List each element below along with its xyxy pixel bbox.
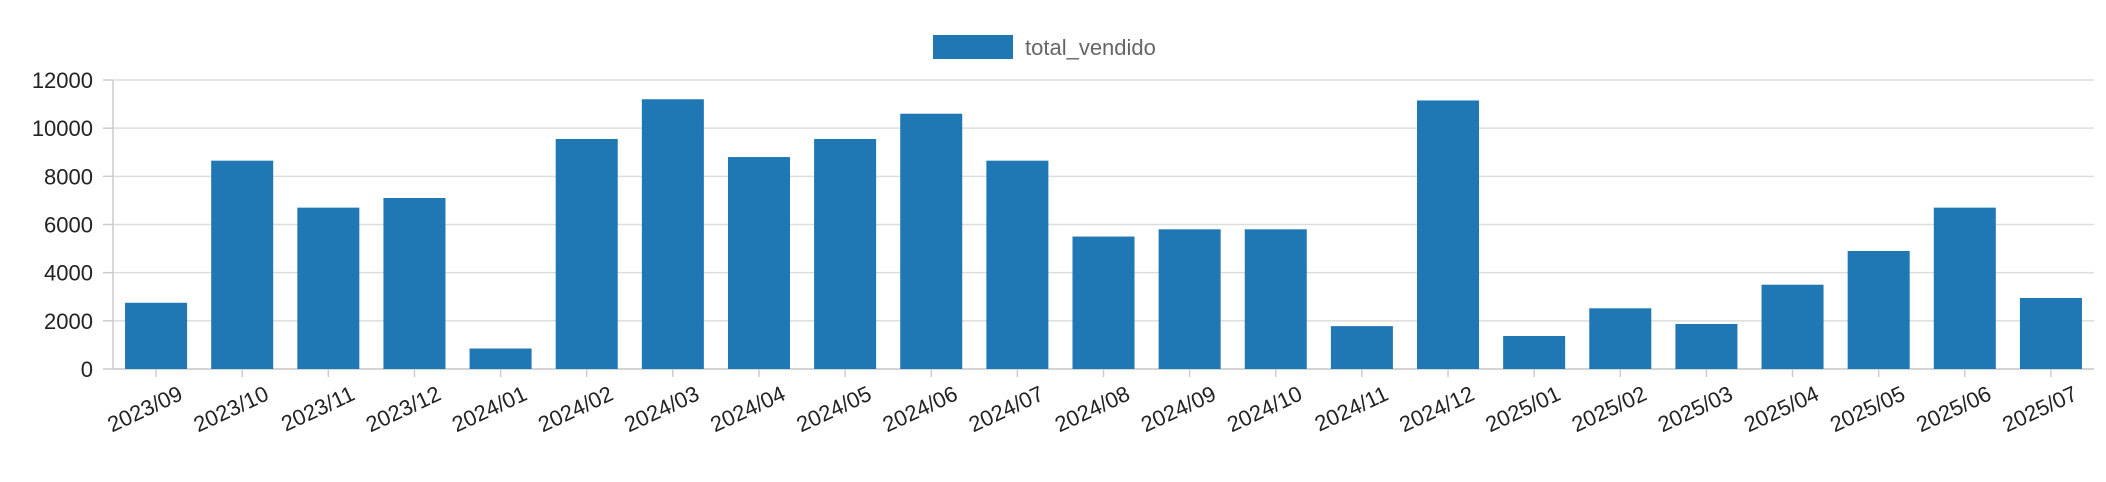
x-tick-label-2023-09: 2023/09 <box>104 381 187 437</box>
bar-2024-01[interactable] <box>469 348 532 369</box>
bar-2025-05[interactable] <box>1847 250 1910 369</box>
bar-2025-01[interactable] <box>1503 336 1566 369</box>
bar-2024-02[interactable] <box>555 139 618 369</box>
y-tick-label-1: 2000 <box>44 309 93 334</box>
y-tick-label-6: 12000 <box>32 68 93 93</box>
x-tick-label-2023-11: 2023/11 <box>277 381 358 437</box>
y-tick-label-3: 6000 <box>44 213 93 238</box>
x-tick-label-2025-02: 2025/02 <box>1568 381 1651 437</box>
y-axis-ticks: 0 2000 4000 6000 8000 10000 12000 <box>32 68 93 382</box>
x-tick-label-2025-03: 2025/03 <box>1654 381 1737 437</box>
y-tick-label-0: 0 <box>81 357 93 382</box>
x-tick-label-2024-01: 2024/01 <box>448 381 531 437</box>
bar-2023-10[interactable] <box>211 160 274 369</box>
bar-2024-12[interactable] <box>1417 100 1480 370</box>
bar-2025-04[interactable] <box>1761 284 1824 369</box>
x-tick-label-2024-03: 2024/03 <box>620 381 703 437</box>
x-tick-label-2024-08: 2024/08 <box>1051 381 1134 437</box>
bar-2024-08[interactable] <box>1072 236 1135 369</box>
bar-2025-06[interactable] <box>1933 207 1996 369</box>
legend-label-total-vendido: total_vendido <box>1025 35 1156 60</box>
bar-2024-10[interactable] <box>1244 229 1307 369</box>
bar-2024-07[interactable] <box>986 160 1049 369</box>
x-tick-label-2024-09: 2024/09 <box>1137 381 1220 437</box>
bar-2024-06[interactable] <box>900 113 963 369</box>
bar-2025-02[interactable] <box>1589 308 1652 369</box>
x-tick-label-2024-02: 2024/02 <box>534 381 617 437</box>
bar-2024-09[interactable] <box>1158 229 1221 369</box>
bar-2024-04[interactable] <box>727 157 790 369</box>
y-tick-label-5: 10000 <box>32 116 93 141</box>
x-tick-label-2024-10: 2024/10 <box>1223 381 1306 437</box>
x-tick-label-2023-10: 2023/10 <box>190 381 273 437</box>
x-axis-ticks: 2023/09 2023/10 2023/11 2023/12 2024/01 2024/… <box>104 369 2081 437</box>
bar-2024-05[interactable] <box>814 139 877 369</box>
legend[interactable]: total_vendido <box>933 35 1156 60</box>
x-tick-label-2025-05: 2025/05 <box>1826 381 1909 437</box>
y-tick-label-2: 4000 <box>44 261 93 286</box>
x-tick-label-2024-11: 2024/11 <box>1311 381 1392 437</box>
bar-2025-07[interactable] <box>2019 297 2082 369</box>
bar-2023-11[interactable] <box>297 207 360 369</box>
x-tick-label-2024-05: 2024/05 <box>793 381 876 437</box>
x-tick-label-2024-06: 2024/06 <box>879 381 962 437</box>
legend-swatch <box>933 35 1013 59</box>
x-tick-label-2025-07: 2025/07 <box>1998 381 2081 437</box>
bar-2024-03[interactable] <box>641 99 704 370</box>
y-tick-label-4: 8000 <box>44 164 93 189</box>
x-tick-label-2024-04: 2024/04 <box>706 381 789 437</box>
x-tick-label-2025-04: 2025/04 <box>1740 381 1823 437</box>
bar-2023-09[interactable] <box>125 302 188 369</box>
bars <box>125 99 2082 370</box>
bar-2023-12[interactable] <box>383 198 446 369</box>
x-tick-label-2025-06: 2025/06 <box>1912 381 1995 437</box>
bar-2025-03[interactable] <box>1675 323 1738 369</box>
bar-2024-11[interactable] <box>1330 326 1393 369</box>
x-tick-label-2024-07: 2024/07 <box>965 381 1048 437</box>
x-tick-label-2025-01: 2025/01 <box>1482 381 1565 437</box>
x-tick-label-2024-12: 2024/12 <box>1395 381 1478 437</box>
x-tick-label-2023-12: 2023/12 <box>362 381 445 437</box>
